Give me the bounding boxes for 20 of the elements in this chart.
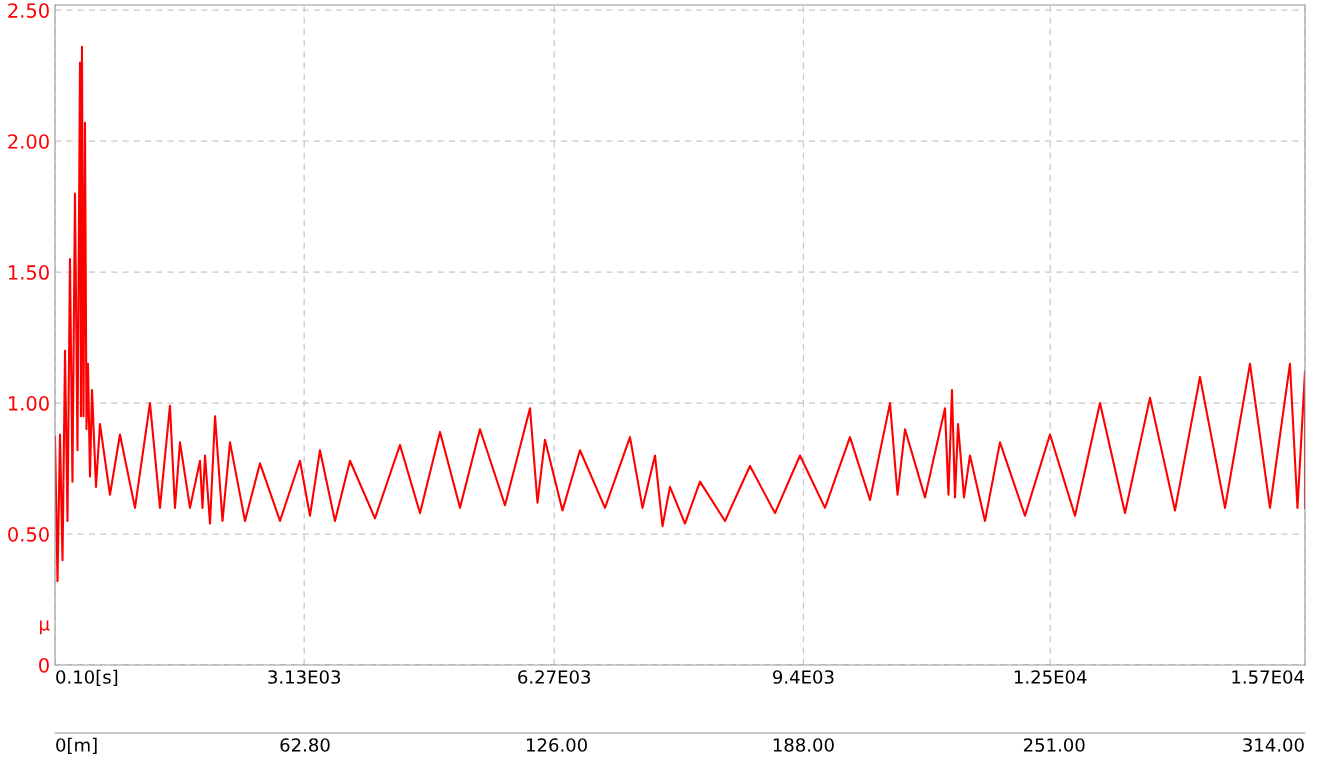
x2-tick-label: 62.80 bbox=[280, 738, 330, 752]
y-tick-label: 0 bbox=[39, 657, 49, 673]
x-tick-label: 9.4E03 bbox=[772, 670, 834, 684]
x2-tick-label: 126.00 bbox=[526, 738, 587, 752]
y-tick-label: 1.00 bbox=[8, 396, 49, 411]
x-tick-label: 6.27E03 bbox=[518, 670, 591, 684]
y-tick-label: 1.50 bbox=[8, 265, 49, 280]
y-tick-label: 2.50 bbox=[8, 3, 49, 18]
x-tick-label: 1.57E04 bbox=[1232, 670, 1304, 684]
y-axis-title: μ bbox=[40, 620, 50, 635]
y-tick-label: 0.50 bbox=[8, 527, 49, 542]
x2-tick-label: 251.00 bbox=[1023, 738, 1085, 752]
x-tick-label: 3.13E03 bbox=[268, 670, 341, 684]
x2-tick-label: 0[m] bbox=[56, 737, 97, 754]
x2-tick-label: 188.00 bbox=[773, 738, 834, 752]
line-series bbox=[55, 45, 1305, 583]
y-tick-label: 2.00 bbox=[8, 134, 49, 149]
x-tick-label: 0.10[s] bbox=[56, 669, 118, 686]
x2-tick-label: 314.00 bbox=[1243, 738, 1304, 752]
x-tick-label: 1.25E04 bbox=[1014, 670, 1087, 684]
